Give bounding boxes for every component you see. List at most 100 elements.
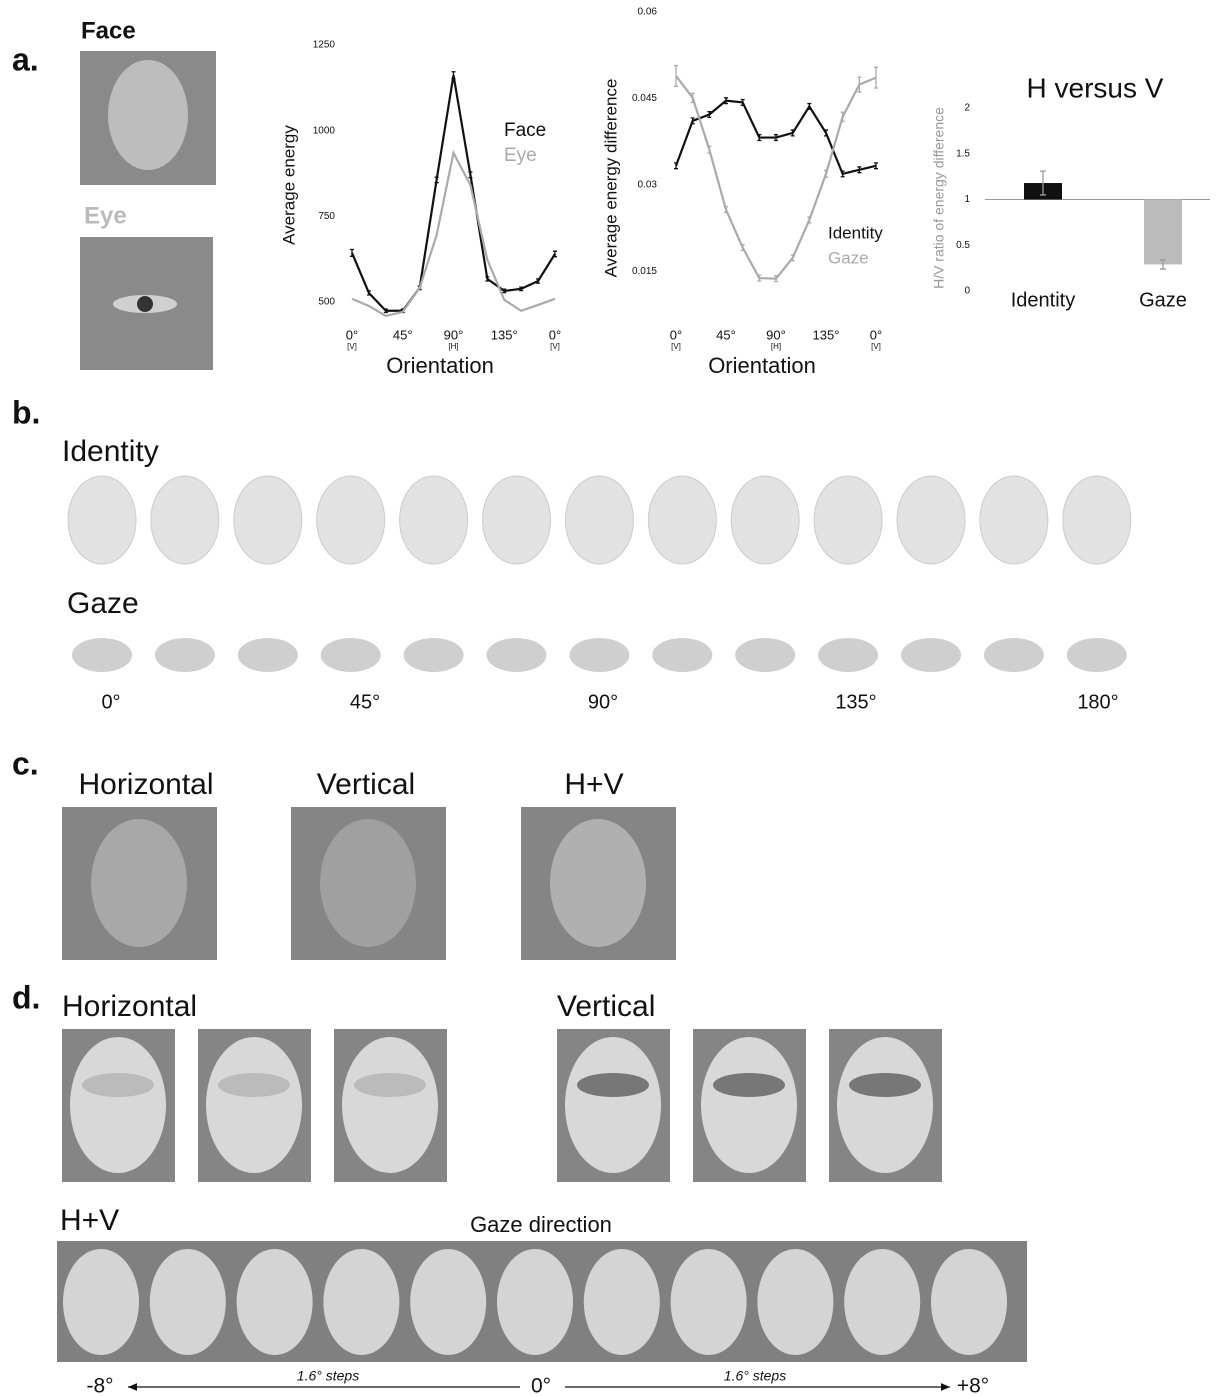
gaze-face xyxy=(237,1249,313,1355)
identity-filter-image xyxy=(814,476,882,564)
gaze-face xyxy=(497,1249,573,1355)
x-tick-label: 0° xyxy=(346,327,358,342)
step-label: 1.6° steps xyxy=(297,1368,359,1384)
error-bar xyxy=(674,66,678,87)
identity-filter-image xyxy=(897,476,965,564)
identity-filter-image xyxy=(400,476,468,564)
gaze-face xyxy=(844,1249,920,1355)
row-label: Gaze xyxy=(67,587,139,620)
x-axis-label: Orientation xyxy=(386,353,494,378)
gaze-center-label: 0° xyxy=(531,1375,551,1396)
y-tick-label: 0.03 xyxy=(638,179,658,190)
gaze-end-label: -8° xyxy=(86,1375,113,1396)
gaze-filter-image xyxy=(404,638,464,672)
eye-region xyxy=(849,1073,921,1097)
identity-filter-image xyxy=(68,476,136,564)
face-shape xyxy=(70,1037,166,1173)
face-shape xyxy=(320,819,416,947)
identity-filter-image xyxy=(731,476,799,564)
x-tick-note: [H] xyxy=(771,342,781,351)
identity-filter-image xyxy=(234,476,302,564)
series-line xyxy=(352,75,555,311)
y-tick-label: 500 xyxy=(318,297,335,308)
gaze-face xyxy=(410,1249,486,1355)
series-line xyxy=(352,153,555,316)
y-tick-label: 1.5 xyxy=(956,148,970,159)
eye-label: Eye xyxy=(84,202,127,229)
face-label: Face xyxy=(81,17,136,44)
gaze-face xyxy=(323,1249,399,1355)
filter-label: Horizontal xyxy=(62,990,197,1023)
gaze-end-label: +8° xyxy=(957,1375,989,1396)
y-tick-label: 0.5 xyxy=(956,240,970,251)
x-tick-label: 0° xyxy=(870,327,882,342)
gaze-face xyxy=(63,1249,139,1355)
y-tick-label: 0 xyxy=(964,286,970,297)
identity-filter-image xyxy=(648,476,716,564)
legend-entry: Identity xyxy=(828,223,883,242)
x-tick-label: Identity xyxy=(1011,289,1075,311)
x-tick-label: 0° xyxy=(549,327,561,342)
gaze-filter-image xyxy=(569,638,629,672)
filter-label: Vertical xyxy=(317,768,415,801)
gaze-face xyxy=(757,1249,833,1355)
y-axis-label: Average energy xyxy=(279,125,298,245)
orientation-label: 180° xyxy=(1077,691,1118,713)
legend-entry: Eye xyxy=(504,145,537,166)
gaze-filter-image xyxy=(1067,638,1127,672)
orientation-label: 135° xyxy=(835,691,876,713)
y-tick-label: 0.045 xyxy=(632,93,657,104)
bar xyxy=(1144,200,1182,265)
gaze-filter-image xyxy=(652,638,712,672)
eye-region xyxy=(218,1073,290,1097)
filter-label: Horizontal xyxy=(78,768,213,801)
identity-filter-image xyxy=(151,476,219,564)
identity-filter-image xyxy=(1063,476,1131,564)
gaze-filter-image xyxy=(321,638,381,672)
chart-title: H versus V xyxy=(1027,72,1164,103)
y-tick-label: 0.06 xyxy=(638,7,658,18)
x-tick-label: 45° xyxy=(393,327,413,342)
axis-title: Gaze direction xyxy=(470,1212,612,1237)
x-tick-note: [V] xyxy=(550,342,560,351)
x-tick-label: 0° xyxy=(670,327,682,342)
gaze-filter-image xyxy=(155,638,215,672)
x-tick-note: [H] xyxy=(448,342,458,351)
legend-entry: Face xyxy=(504,120,546,141)
filter-label: Vertical xyxy=(557,990,655,1023)
gaze-face xyxy=(150,1249,226,1355)
identity-filter-image xyxy=(980,476,1048,564)
x-tick-label: Gaze xyxy=(1139,289,1187,311)
x-axis-label: Orientation xyxy=(708,353,816,378)
x-tick-note: [V] xyxy=(347,342,357,351)
x-tick-label: 90° xyxy=(766,327,786,342)
y-tick-label: 1250 xyxy=(313,40,336,51)
filter-label: H+V xyxy=(564,768,623,801)
gaze-filter-image xyxy=(984,638,1044,672)
eye-region xyxy=(354,1073,426,1097)
gaze-face xyxy=(931,1249,1007,1355)
x-tick-note: [V] xyxy=(671,342,681,351)
gaze-filter-image xyxy=(487,638,547,672)
identity-filter-image xyxy=(317,476,385,564)
gaze-filter-image xyxy=(901,638,961,672)
face-shape xyxy=(206,1037,302,1173)
orientation-label: 0° xyxy=(101,691,120,713)
face-shape xyxy=(701,1037,797,1173)
row-label: Identity xyxy=(62,435,159,468)
x-tick-label: 90° xyxy=(444,327,464,342)
y-tick-label: 1 xyxy=(964,194,970,205)
face-shape xyxy=(108,60,188,170)
identity-filter-image xyxy=(565,476,633,564)
gaze-face xyxy=(584,1249,660,1355)
face-shape xyxy=(550,819,646,947)
figure: a. b. c. d. Face Eye Average energy Orie… xyxy=(0,0,1230,1396)
y-axis-label: Average energy difference xyxy=(601,79,620,278)
orientation-label: 90° xyxy=(588,691,618,713)
panel-label: c. xyxy=(12,745,39,781)
face-shape xyxy=(342,1037,438,1173)
face-shape xyxy=(565,1037,661,1173)
y-tick-label: 750 xyxy=(318,211,335,222)
x-tick-label: 135° xyxy=(491,327,518,342)
legend-entry: Gaze xyxy=(828,248,869,267)
